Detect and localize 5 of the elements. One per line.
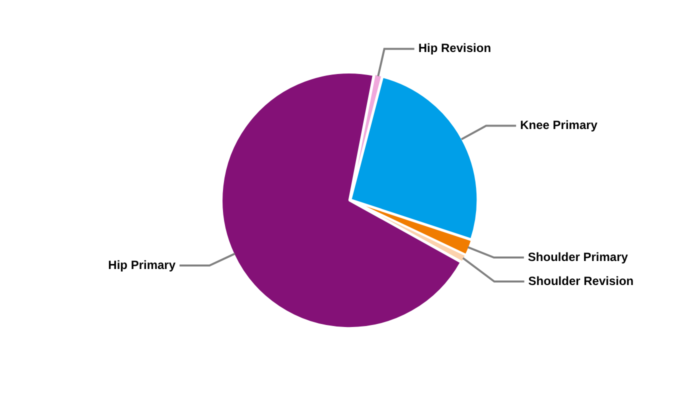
slice-label: Knee Primary — [520, 118, 598, 132]
slice-label: Hip Primary — [108, 258, 176, 272]
slice-label: Hip Revision — [418, 41, 492, 56]
slice-label: Shoulder Revision — [528, 274, 634, 288]
slice-label: Shoulder Primary — [528, 250, 628, 264]
